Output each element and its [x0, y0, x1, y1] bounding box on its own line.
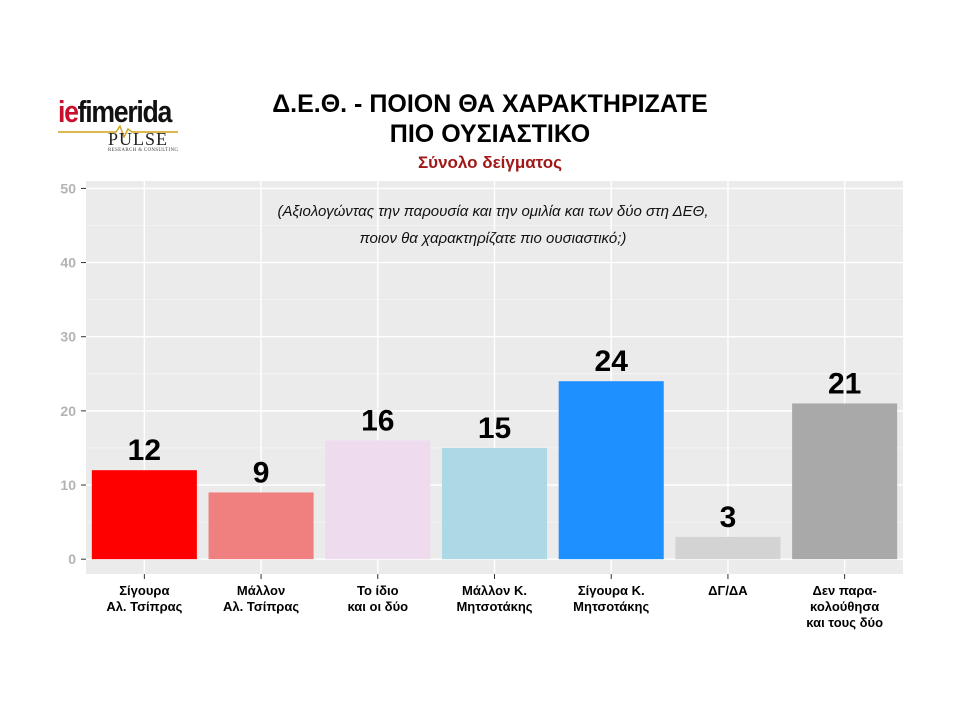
- x-tick-label-line: Μάλλον Κ.: [462, 583, 527, 598]
- x-tick-label-line: Μητσοτάκης: [456, 599, 532, 614]
- bar: [208, 492, 314, 560]
- pulse-wave-icon: [58, 124, 178, 138]
- x-tick-label: Σίγουρα Κ. Μητσοτάκης: [573, 583, 649, 614]
- data-label: 21: [828, 367, 861, 400]
- data-label: 12: [128, 434, 161, 467]
- x-tick-label-line: Αλ. Τσίπρας: [223, 599, 299, 614]
- x-tick-label-line: και οι δύο: [347, 599, 408, 614]
- x-tick-label: Σίγουρα Αλ. Τσίπρας: [106, 583, 182, 614]
- iefimerida-pulse-logo: iefimerida PULSE RESEARCH & CONSULTING: [58, 96, 178, 158]
- x-tick-label-line: Σίγουρα: [119, 583, 169, 598]
- logo-pulse-sub: RESEARCH & CONSULTING: [108, 148, 179, 153]
- x-tick-label-line: ΔΓ/ΔΑ: [708, 583, 748, 598]
- data-label: 15: [478, 412, 511, 445]
- y-tick-label: 20: [60, 403, 76, 419]
- x-tick-label-line: Δεν παρα-: [812, 583, 876, 598]
- y-tick-label: 30: [60, 329, 76, 345]
- bar: [441, 447, 548, 560]
- bar: [325, 440, 431, 560]
- logo-brand-prefix: ie: [58, 94, 79, 129]
- chart-title-line2: ΠΙΟ ΟΥΣΙΑΣΤΙΚΟ: [389, 120, 591, 148]
- data-label: 24: [595, 345, 629, 378]
- x-tick-label-line: Το ίδιο: [357, 583, 399, 598]
- y-tick-label: 50: [60, 180, 76, 196]
- logo-brand-rest: fimerida: [77, 94, 173, 129]
- data-label: 9: [253, 456, 270, 489]
- chart-annotation-line: (Αξιολογώντας την παρουσία και την ομιλί…: [277, 203, 708, 220]
- chart-annotation-line: ποιον θα χαρακτηρίζατε πιο ουσιαστικό;): [360, 230, 627, 247]
- y-tick-label: 10: [60, 477, 76, 493]
- data-label: 16: [361, 405, 394, 438]
- x-tick-label-line: και τους δύο: [806, 615, 883, 630]
- x-tick-label: Δεν παρα-κολούθησα και τους δύο: [806, 583, 883, 630]
- x-tick-label-line: Σίγουρα Κ.: [578, 583, 645, 598]
- bar: [558, 381, 664, 560]
- logo-pulse: PULSE: [108, 129, 169, 149]
- x-tick-label: Μάλλον Κ. Μητσοτάκης: [456, 583, 532, 614]
- x-tick-label: Μάλλον Αλ. Τσίπρας: [223, 583, 299, 614]
- x-tick-label-line: Αλ. Τσίπρας: [106, 599, 182, 614]
- bar: [91, 470, 197, 560]
- x-tick-label-line: Μάλλον: [237, 583, 285, 598]
- bar: [792, 403, 898, 560]
- logo-wordmark: iefimerida: [58, 94, 172, 129]
- x-tick-label-line: κολούθησα: [810, 599, 879, 614]
- data-label: 3: [720, 501, 737, 534]
- x-tick-label: Το ίδιο και οι δύο: [347, 583, 408, 614]
- y-tick-label: 0: [68, 551, 76, 567]
- chart-title-line1: Δ.Ε.Θ. - ΠΟΙΟΝ ΘΑ ΧΑΡΑΚΤΗΡΙΖΑΤΕ: [272, 90, 708, 118]
- chart-subtitle: Σύνολο δείγματος: [417, 153, 563, 172]
- bar: [675, 536, 781, 560]
- y-tick-label: 40: [60, 255, 76, 271]
- x-tick-label: ΔΓ/ΔΑ: [708, 583, 748, 598]
- x-tick-label-line: Μητσοτάκης: [573, 599, 649, 614]
